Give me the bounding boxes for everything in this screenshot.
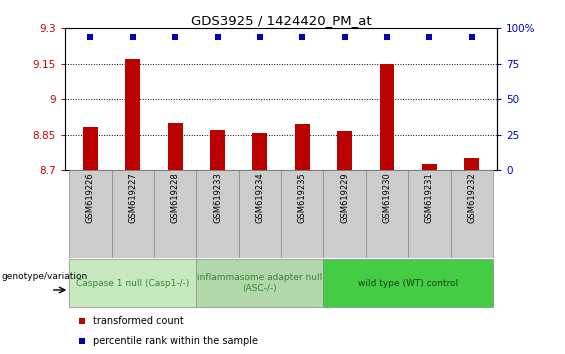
Bar — [197, 170, 238, 258]
Bar — [168, 123, 182, 170]
Point — [383, 34, 392, 39]
Point — [425, 34, 434, 39]
Text: wild type (WT) control: wild type (WT) control — [358, 279, 458, 288]
Bar — [451, 170, 493, 258]
Bar — [295, 124, 310, 170]
Text: transformed count: transformed count — [93, 316, 184, 326]
Bar — [69, 170, 112, 258]
Point — [171, 34, 180, 39]
Bar — [238, 170, 281, 258]
Bar — [281, 170, 323, 258]
Text: percentile rank within the sample: percentile rank within the sample — [93, 336, 258, 346]
Text: inflammasome adapter null
(ASC-/-): inflammasome adapter null (ASC-/-) — [197, 274, 323, 293]
Text: genotype/variation: genotype/variation — [1, 272, 88, 281]
Bar — [366, 170, 408, 258]
Title: GDS3925 / 1424420_PM_at: GDS3925 / 1424420_PM_at — [191, 14, 371, 27]
Bar — [197, 259, 323, 307]
Text: GSM619233: GSM619233 — [213, 172, 222, 223]
Point — [340, 34, 349, 39]
Point — [467, 34, 476, 39]
Bar — [210, 130, 225, 170]
Text: GSM619232: GSM619232 — [467, 172, 476, 223]
Text: GSM619226: GSM619226 — [86, 172, 95, 223]
Point — [78, 338, 87, 344]
Bar — [408, 170, 451, 258]
Bar — [464, 158, 479, 170]
Text: GSM619229: GSM619229 — [340, 172, 349, 223]
Bar — [422, 164, 437, 170]
Text: GSM619227: GSM619227 — [128, 172, 137, 223]
Point — [213, 34, 222, 39]
Point — [86, 34, 95, 39]
Text: GSM619228: GSM619228 — [171, 172, 180, 223]
Bar — [323, 259, 493, 307]
Bar — [253, 133, 267, 170]
Text: Caspase 1 null (Casp1-/-): Caspase 1 null (Casp1-/-) — [76, 279, 189, 288]
Bar — [323, 170, 366, 258]
Text: GSM619235: GSM619235 — [298, 172, 307, 223]
Point — [128, 34, 137, 39]
Bar — [154, 170, 197, 258]
Bar — [83, 127, 98, 170]
Bar — [380, 64, 394, 170]
Point — [78, 318, 87, 324]
Text: GSM619234: GSM619234 — [255, 172, 264, 223]
Text: GSM619230: GSM619230 — [383, 172, 392, 223]
Point — [298, 34, 307, 39]
Bar — [337, 131, 352, 170]
Bar — [69, 259, 197, 307]
Point — [255, 34, 264, 39]
Text: GSM619231: GSM619231 — [425, 172, 434, 223]
Bar — [125, 59, 140, 170]
Bar — [112, 170, 154, 258]
